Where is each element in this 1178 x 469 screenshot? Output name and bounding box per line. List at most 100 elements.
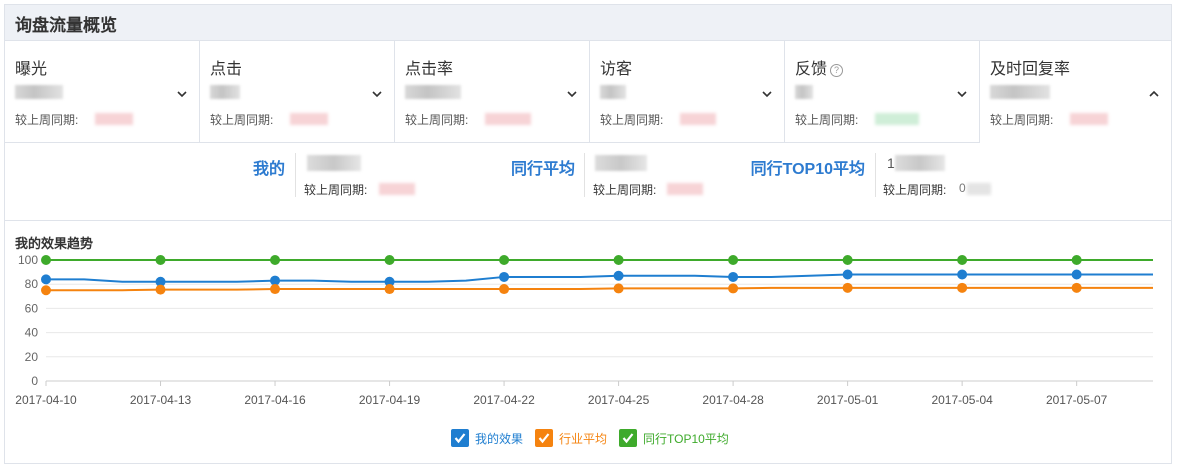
mine-compare-label: 较上周同期: [304,183,368,197]
metric-tab-visitors[interactable]: 访客 较上周同期: [590,41,785,143]
metric-label: 及时回复率 [990,61,1071,78]
chevron-down-icon[interactable] [175,87,189,101]
x-tick-label: 2017-04-16 [244,393,306,407]
metric-value-blurred [15,85,63,99]
x-tick-label: 2017-05-07 [1046,393,1108,407]
chevron-up-icon[interactable] [1147,87,1161,101]
data-point [41,255,51,265]
data-point [842,269,853,280]
checkbox-checked-icon[interactable] [535,429,553,447]
chevron-down-icon[interactable] [760,87,774,101]
data-point [155,284,166,295]
data-point [270,255,281,265]
series-line-0 [46,273,1153,283]
data-point [957,269,968,280]
data-point [613,283,624,294]
data-point [842,282,853,293]
x-tick-label: 2017-04-10 [15,393,77,407]
y-tick-label: 40 [25,326,39,340]
x-tick-label: 2017-04-19 [359,393,421,407]
data-point [842,255,853,265]
y-tick-label: 20 [25,350,39,364]
mine-compare-value-blurred [379,183,415,195]
x-tick-label: 2017-04-25 [588,393,650,407]
panel-title: 询盘流量概览 [5,5,1171,41]
chart-title: 我的效果趋势 [15,236,94,251]
mine-value-blurred [307,155,361,171]
top10-value-prefix: 1 [887,155,895,171]
chevron-down-icon[interactable] [955,87,969,101]
data-point [499,284,510,295]
traffic-overview-panel: 询盘流量概览 曝光 较上周同期: 点击 较上周同期: 点击率 较上周同期: 访客 [4,4,1172,464]
data-point [384,255,395,265]
metric-label: 点击率 [405,61,454,78]
legend-label: 同行TOP10平均 [643,432,729,446]
y-tick-label: 0 [31,374,38,388]
industry-avg-label: 同行平均 [510,161,575,178]
series-line-1 [46,286,1153,292]
data-point [613,255,624,265]
metric-value-blurred [405,85,461,99]
checkbox-checked-icon[interactable] [619,429,637,447]
metric-label: 点击 [210,61,243,78]
x-tick-label: 2017-05-01 [817,393,879,407]
metric-label-text: 反馈 [795,61,828,78]
data-point [384,284,395,295]
chevron-down-icon[interactable] [370,87,384,101]
data-point [155,255,166,265]
legend-label: 我的效果 [475,432,524,446]
metric-compare-label: 较上周同期: [210,113,274,127]
metric-compare-label: 较上周同期: [990,113,1054,127]
y-tick-label: 100 [18,253,38,267]
metric-label: 反馈? [795,55,844,79]
data-point [270,284,281,295]
metric-value-blurred [210,85,240,99]
data-point [155,276,166,287]
top10-compare-value-blurred [967,183,991,195]
data-point [728,271,739,282]
metric-compare-value-blurred [485,113,531,125]
industry-compare-value-blurred [667,183,703,195]
top10-avg-label: 同行TOP10平均 [750,161,865,178]
divider [295,153,296,197]
metric-value-blurred [795,85,813,99]
data-point [957,282,968,293]
mine-label: 我的 [252,161,285,178]
data-point [1071,255,1082,265]
top10-compare-label: 较上周同期: [883,183,947,197]
metric-value-blurred [990,85,1050,99]
data-point [1071,269,1082,280]
metric-tab-feedback[interactable]: 反馈? 较上周同期: [785,41,980,143]
metric-compare-value-blurred [680,113,716,125]
metric-tab-impressions[interactable]: 曝光 较上周同期: [5,41,200,143]
divider [875,153,876,197]
checkbox-checked-icon[interactable] [451,429,469,447]
data-point [728,283,739,294]
data-point [270,275,281,286]
metric-tab-ctr[interactable]: 点击率 较上周同期: [395,41,590,143]
x-tick-label: 2017-05-04 [931,393,993,407]
y-tick-label: 60 [25,301,39,315]
metric-tab-clicks[interactable]: 点击 较上周同期: [200,41,395,143]
data-point [499,271,510,282]
top10-compare-prefix: 0 [959,181,966,195]
data-point [499,255,510,265]
metric-label: 曝光 [15,61,48,78]
industry-compare-label: 较上周同期: [593,183,657,197]
metric-compare-label: 较上周同期: [405,113,469,127]
help-icon[interactable]: ? [830,64,844,77]
x-tick-label: 2017-04-28 [702,393,764,407]
metric-compare-value-blurred [875,113,919,125]
metric-value-blurred [600,85,626,99]
data-point [41,274,51,285]
data-point [1071,282,1082,293]
data-point [728,255,739,265]
chevron-down-icon[interactable] [565,87,579,101]
metric-compare-label: 较上周同期: [15,113,79,127]
metric-compare-value-blurred [290,113,328,125]
trend-chart: 0 20 40 60 80 100 2017-04-10 2017-04-13 2017-04-… [15,253,1153,407]
metric-tab-reply-rate[interactable]: 及时回复率 较上周同期: [980,41,1171,143]
data-point [41,285,51,296]
divider [584,153,585,197]
metric-compare-value-blurred [95,113,133,125]
